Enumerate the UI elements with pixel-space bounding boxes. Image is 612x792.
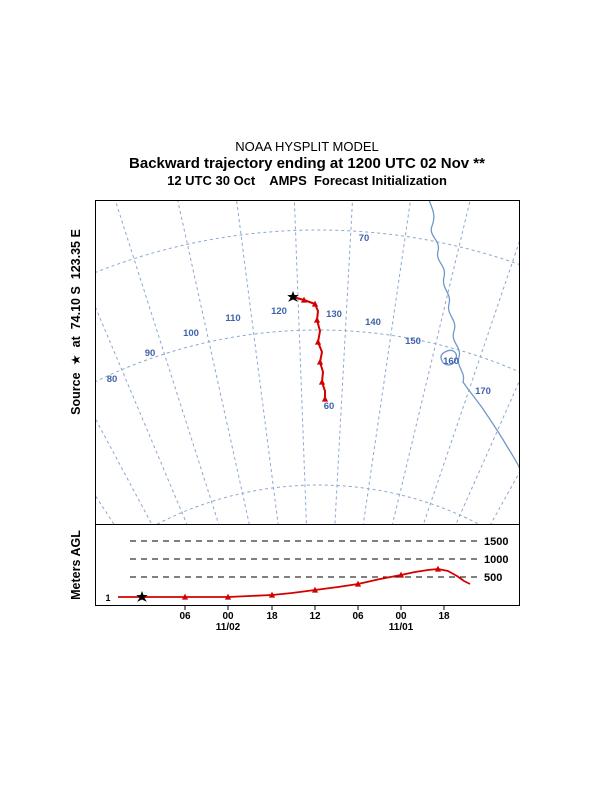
parallel-arc xyxy=(96,329,519,383)
map-graticule-group xyxy=(96,201,519,525)
meridian-line xyxy=(489,472,519,525)
grid-label: 150 xyxy=(405,336,421,347)
grid-label: 140 xyxy=(365,317,381,328)
trajectory-marker xyxy=(313,316,321,323)
grid-label: 100 xyxy=(183,328,199,339)
grid-label: 130 xyxy=(326,309,342,320)
parallel-arc xyxy=(155,484,481,525)
time-tick-label: 18 xyxy=(438,611,450,622)
date-label: 11/01 xyxy=(389,622,414,633)
coastline-path xyxy=(428,201,519,469)
grid-label: 70 xyxy=(359,233,370,244)
grid-label: 120 xyxy=(271,306,287,317)
grid-label: 160 xyxy=(443,356,459,367)
grid-label: 170 xyxy=(475,386,491,397)
sub-title: 12 UTC 30 Oct AMPS Forecast Initializati… xyxy=(167,173,447,188)
height-gridlines xyxy=(130,540,478,578)
meridian-line xyxy=(177,201,250,525)
meridian-line xyxy=(96,418,153,525)
date-label: 11/02 xyxy=(216,622,241,633)
trajectory-marker xyxy=(318,378,326,385)
trajectory-number: 1 xyxy=(105,593,110,603)
height-profile-markers xyxy=(181,565,442,600)
meridian-line xyxy=(334,201,353,525)
meridian-line xyxy=(422,241,519,525)
meridian-line xyxy=(293,201,307,525)
model-title: NOAA HYSPLIT MODEL xyxy=(235,139,379,154)
grid-label: 90 xyxy=(145,348,156,359)
source-star-icon xyxy=(287,291,299,302)
time-tick-label: 06 xyxy=(179,611,191,622)
level-label-1000: 1000 xyxy=(484,554,508,566)
main-title: Backward trajectory ending at 1200 UTC 0… xyxy=(129,155,485,172)
meridian-line xyxy=(96,307,188,525)
level-label-1500: 1500 xyxy=(484,536,508,548)
map-grid-labels: 70 80 90 100 110 120 130 140 150 160 170… xyxy=(107,233,491,412)
source-location-label: Source ★ at 74.10 S 123.35 E xyxy=(69,229,83,415)
trajectory-marker xyxy=(314,338,322,345)
level-label-500: 500 xyxy=(484,572,502,584)
time-axis-ticks xyxy=(184,605,445,610)
trajectory-marker xyxy=(316,358,324,365)
parallel-arc xyxy=(96,229,519,273)
height-panel-border xyxy=(95,524,520,606)
grid-label: 60 xyxy=(324,401,335,412)
time-tick-label: 12 xyxy=(309,611,321,622)
meridian-line xyxy=(391,201,471,525)
grid-label: 80 xyxy=(107,374,118,385)
time-tick-label: 00 xyxy=(222,611,234,622)
time-tick-label: 06 xyxy=(352,611,364,622)
time-tick-label: 18 xyxy=(266,611,278,622)
ending-star-icon xyxy=(136,591,148,602)
island-outline xyxy=(440,349,458,366)
meters-agl-label: Meters AGL xyxy=(69,530,83,600)
meridian-line xyxy=(96,495,115,525)
height-profile-line xyxy=(118,568,471,598)
grid-label: 110 xyxy=(225,313,240,324)
time-tick-label: 00 xyxy=(395,611,407,622)
meridian-line xyxy=(455,380,519,525)
meridian-line xyxy=(115,201,220,525)
time-axis-labels: 06 00 18 12 06 00 18 11/02 11/01 xyxy=(179,611,450,633)
